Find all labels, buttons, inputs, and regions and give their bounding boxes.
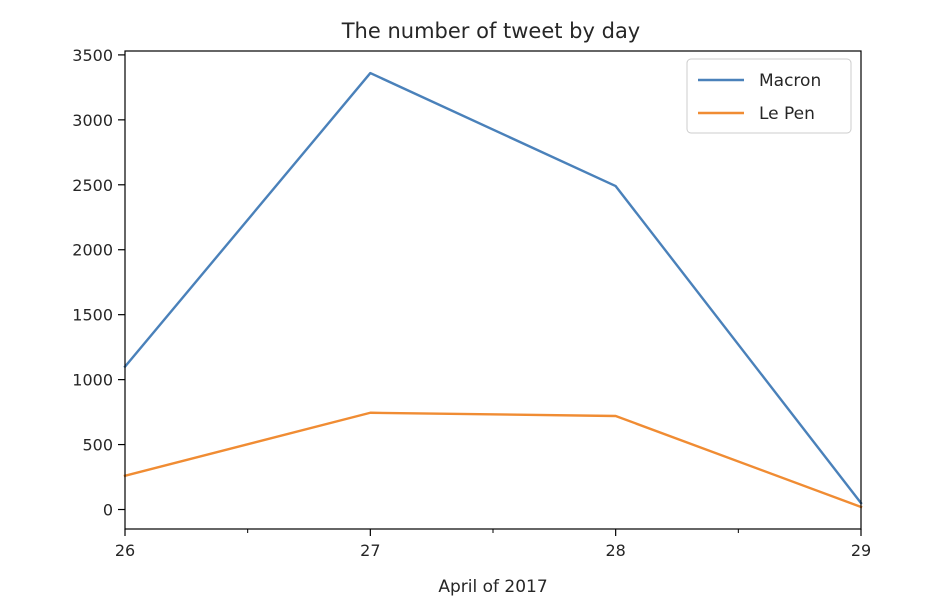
x-tick-label: 27	[360, 541, 380, 560]
x-tick-label: 29	[851, 541, 871, 560]
y-tick-label: 2500	[72, 176, 113, 195]
y-tick-label: 3500	[72, 46, 113, 65]
x-axis-ticks: 26 27 28 29	[115, 529, 871, 560]
legend: Macron Le Pen	[686, 58, 852, 134]
x-axis-label: April of 2017	[438, 577, 547, 597]
series-line-le-pen	[123, 411, 863, 509]
legend-box	[686, 58, 852, 134]
legend-label: Macron	[759, 71, 821, 91]
legend-label: Le Pen	[759, 104, 815, 124]
x-tick-label: 26	[115, 541, 135, 560]
y-tick-label: 3000	[72, 111, 113, 130]
chart-title: The number of tweet by day	[341, 19, 641, 43]
y-tick-label: 2000	[72, 241, 113, 260]
series-line-macron	[123, 71, 863, 505]
y-axis-ticks: 0 500 1000 1500 2000 2500 3000 3500	[72, 46, 125, 520]
y-tick-label: 1000	[72, 371, 113, 390]
y-tick-label: 1500	[72, 306, 113, 325]
y-tick-label: 0	[103, 501, 113, 520]
x-tick-label: 28	[605, 541, 625, 560]
y-tick-label: 500	[82, 436, 113, 455]
series-lines	[123, 71, 863, 509]
plot-area-frame	[124, 50, 862, 530]
